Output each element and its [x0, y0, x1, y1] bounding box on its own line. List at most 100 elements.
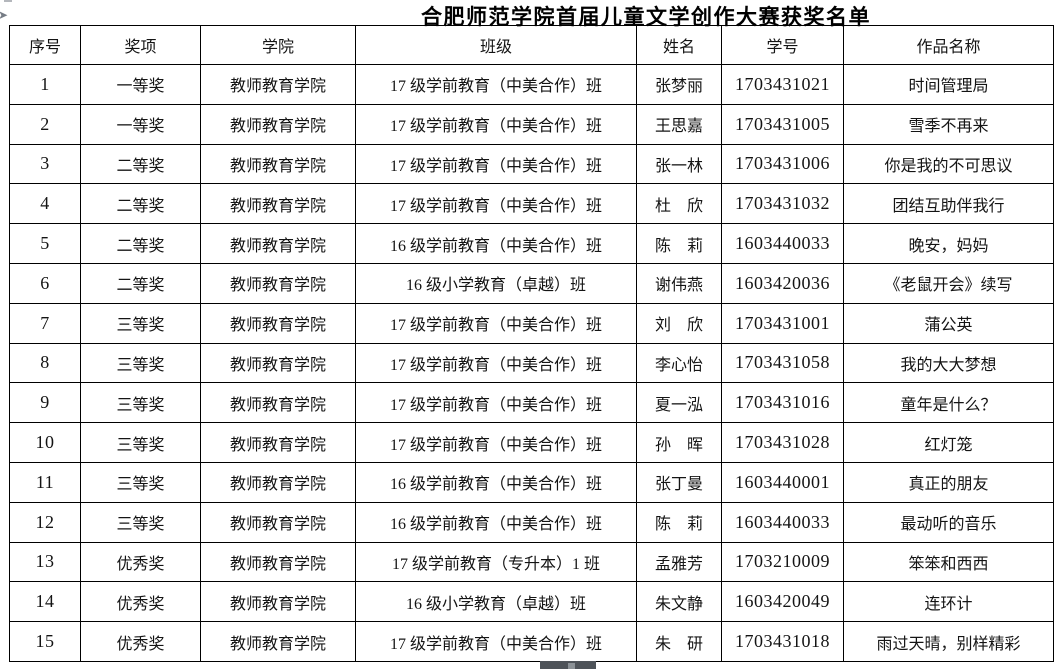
table-cell: 1 — [9, 64, 81, 105]
table-body: 1 一等奖 教师教育学院 17 级学前教育（中美合作）班 张梦丽 1703431021 时间… — [9, 64, 1054, 662]
table-cell: 童年是什么？ — [843, 382, 1054, 424]
table-cell: 二等奖 — [80, 143, 201, 185]
table-cell: 11 — [9, 461, 81, 503]
table-cell: 1703431018 — [721, 621, 844, 662]
table-cell: 团结互助伴我行 — [843, 183, 1054, 225]
table-cell: 教师教育学院 — [200, 621, 356, 662]
table-cell: 1703431028 — [721, 422, 844, 463]
column-header-work-title: 作品名称 — [843, 25, 1054, 65]
table-cell: 教师教育学院 — [200, 302, 356, 344]
table-cell: 优秀奖 — [80, 581, 201, 623]
column-header-no: 序号 — [9, 25, 81, 65]
table-cell: 教师教育学院 — [200, 143, 356, 185]
table-cell: 最动听的音乐 — [843, 501, 1054, 543]
table-row: 4 二等奖 教师教育学院 17 级学前教育（中美合作）班杜 欣 1703431032 团结… — [9, 183, 1054, 225]
table-cell: 13 — [9, 541, 81, 583]
column-header-award: 奖项 — [80, 25, 201, 65]
table-cell: 三等奖 — [80, 461, 201, 503]
table-cell: 二等奖 — [80, 223, 201, 264]
table-cell: 笨笨和西西 — [843, 541, 1054, 583]
table-cell: 17 级学前教育（中美合作）班 — [355, 621, 637, 662]
table-cell: 雪季不再来 — [843, 103, 1054, 145]
table-cell: 17 级学前教育（专升本）1 班 — [355, 541, 637, 583]
table-row: 15 优秀奖 教师教育学院 17 级学前教育（中美合作）班朱 研 1703431018 雨… — [9, 621, 1054, 662]
caret-mark-icon — [4, 0, 12, 2]
table-row: 5 二等奖 教师教育学院 16 级学前教育（中美合作）班陈 莉 1603440033 晚安… — [9, 223, 1054, 264]
table-row: 10 三等奖 教师教育学院 17 级学前教育（中美合作）班孙 晖 1703431028 红… — [9, 422, 1054, 463]
table-cell: 14 — [9, 581, 81, 623]
table-cell: 3 — [9, 143, 81, 185]
table-cell: 教师教育学院 — [200, 64, 356, 105]
table-cell: 教师教育学院 — [200, 262, 356, 304]
table-cell: 17 级学前教育（中美合作）班 — [355, 382, 637, 424]
table-cell: 8 — [9, 342, 81, 384]
table-row: 3 二等奖 教师教育学院 17 级学前教育（中美合作）班 张一林 1703431006 你是… — [9, 143, 1054, 185]
table-cell: 蒲公英 — [843, 302, 1054, 344]
table-cell: 2 — [9, 103, 81, 145]
table-cell: 1703431006 — [721, 143, 844, 185]
table-row: 1 一等奖 教师教育学院 17 级学前教育（中美合作）班 张梦丽 1703431021 时间… — [9, 64, 1054, 105]
table-row: 9 三等奖 教师教育学院 17 级学前教育（中美合作）班 夏一泓 1703431016 童年… — [9, 382, 1054, 424]
table-cell: 教师教育学院 — [200, 342, 356, 384]
table-cell: 王思嘉 — [636, 103, 722, 145]
table-cell: 教师教育学院 — [200, 461, 356, 503]
table-cell: 教师教育学院 — [200, 223, 356, 264]
table-cell: 二等奖 — [80, 262, 201, 304]
table-cell: 张梦丽 — [636, 64, 722, 105]
table-cell: 12 — [9, 501, 81, 543]
table-cell: 10 — [9, 422, 81, 463]
table-cell: 15 — [9, 621, 81, 662]
table-cell: 三等奖 — [80, 382, 201, 424]
table-cell: 1703431021 — [721, 64, 844, 105]
table-cell: 5 — [9, 223, 81, 264]
table-cell: 1603420036 — [721, 262, 844, 304]
table-cell: 张一林 — [636, 143, 722, 185]
table-cell: 1703431058 — [721, 342, 844, 384]
table-row: 13 优秀奖 教师教育学院 17 级学前教育（专升本）1 班孟雅芳 1703210009… — [9, 541, 1054, 583]
table-row: 6 二等奖 教师教育学院 16 级小学教育（卓越）班 谢伟燕 1603420036 《老鼠开… — [9, 262, 1054, 304]
table-cell: 晚安，妈妈 — [843, 223, 1054, 264]
table-cell: 你是我的不可思议 — [843, 143, 1054, 185]
table-cell: 4 — [9, 183, 81, 225]
table-cell: 夏一泓 — [636, 382, 722, 424]
table-cell: 红灯笼 — [843, 422, 1054, 463]
table-cell: 三等奖 — [80, 501, 201, 543]
table-cell: 优秀奖 — [80, 541, 201, 583]
table-cell: 教师教育学院 — [200, 501, 356, 543]
table-cell: 优秀奖 — [80, 621, 201, 662]
table-cell: 16 级学前教育（中美合作）班 — [355, 461, 637, 503]
table-cell: 16 级学前教育（中美合作）班 — [355, 501, 637, 543]
table-cell: 教师教育学院 — [200, 581, 356, 623]
table-header-row: 序号 奖项 学院 班级 姓名 学号 作品名称 — [9, 25, 1054, 65]
table-cell: 谢伟燕 — [636, 262, 722, 304]
table-cell: 三等奖 — [80, 422, 201, 463]
table-cell: 9 — [9, 382, 81, 424]
table-cell: 1703431016 — [721, 382, 844, 424]
table-cell: 朱文静 — [636, 581, 722, 623]
table-row: 11 三等奖 教师教育学院 16 级学前教育（中美合作）班 张丁曼 1603440001 真… — [9, 461, 1054, 503]
table-cell: 朱 研 — [636, 621, 722, 662]
table-cell: 1703431001 — [721, 302, 844, 344]
table-cell: 17 级学前教育（中美合作）班 — [355, 422, 637, 463]
table-cell: 1703431005 — [721, 103, 844, 145]
table-cell: 1703210009 — [721, 541, 844, 583]
scrollbar-grip-icon — [568, 663, 575, 669]
table-cell: 刘 欣 — [636, 302, 722, 344]
table-row: 8 三等奖 教师教育学院 17 级学前教育（中美合作）班 李心怡 1703431058 我的… — [9, 342, 1054, 384]
scrollbar-thumb[interactable] — [540, 661, 596, 669]
table-cell: 6 — [9, 262, 81, 304]
table-cell: 1603440033 — [721, 223, 844, 264]
column-header-student-id: 学号 — [721, 25, 844, 65]
table-cell: 16 级小学教育（卓越）班 — [355, 581, 637, 623]
table-cell: 7 — [9, 302, 81, 344]
table-cell: 杜 欣 — [636, 183, 722, 225]
table-cell: 17 级学前教育（中美合作）班 — [355, 64, 637, 105]
table-cell: 1603440001 — [721, 461, 844, 503]
table-cell: 1603440033 — [721, 501, 844, 543]
table-cell: 教师教育学院 — [200, 103, 356, 145]
table-cell: 李心怡 — [636, 342, 722, 384]
column-header-name: 姓名 — [636, 25, 722, 65]
table-cell: 连环计 — [843, 581, 1054, 623]
table-cell: 雨过天晴，别样精彩 — [843, 621, 1054, 662]
table-cell: 三等奖 — [80, 302, 201, 344]
